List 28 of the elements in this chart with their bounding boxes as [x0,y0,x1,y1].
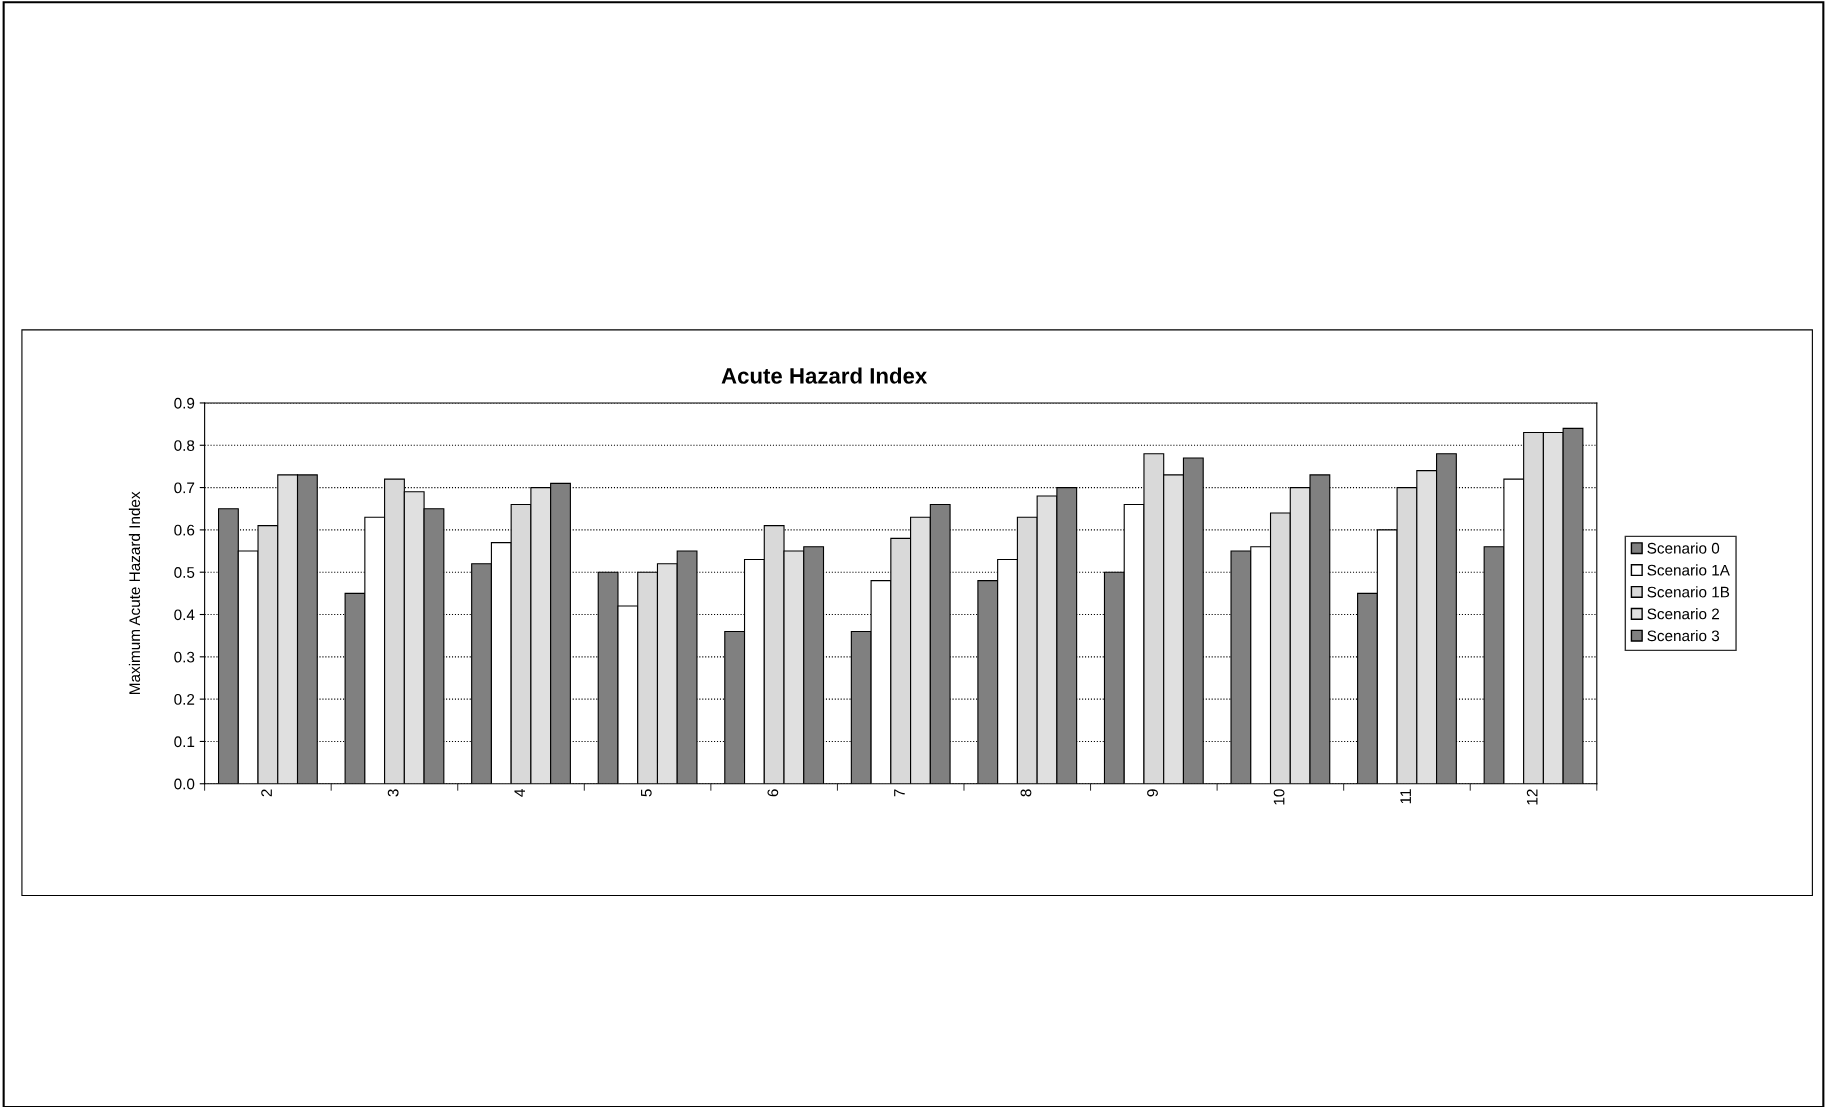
y-axis-title: Maximum Acute Hazard Index [128,491,141,694]
x-tick-label: 10 [1273,789,1285,805]
x-tick-label: 11 [1400,789,1411,804]
chart-title: Acute Hazard Index [721,367,928,384]
legend-label: Scenario 3 [1647,629,1720,642]
y-tick-label: 0.5 [174,567,195,578]
y-tick-label: 0.0 [174,778,195,790]
x-tick-label: 9 [1147,789,1158,797]
y-tick-label: 0.7 [174,482,195,494]
y-tick-label: 0.3 [174,651,195,663]
legend-label: Scenario 0 [1647,542,1720,554]
y-tick-label: 0.9 [174,397,195,409]
x-tick-label: 2 [261,789,272,797]
x-tick-label: 5 [641,789,652,797]
legend-label: Scenario 1B [1647,586,1730,598]
y-tick-label: 0.2 [174,694,195,705]
x-tick-label: 7 [894,789,905,797]
y-tick-label: 0.6 [174,524,195,536]
x-tick-label: 4 [514,789,525,797]
x-tick-label: 8 [1020,789,1032,797]
legend-label: Scenario 2 [1647,608,1719,620]
x-tick-label: 12 [1526,789,1538,805]
y-tick-label: 0.8 [174,440,195,451]
legend-label: Scenario 1A [1647,564,1730,576]
y-tick-label: 0.1 [174,736,195,748]
x-tick-label: 6 [767,789,779,797]
x-tick-label: 3 [387,789,399,797]
y-tick-label: 0.4 [174,609,195,621]
